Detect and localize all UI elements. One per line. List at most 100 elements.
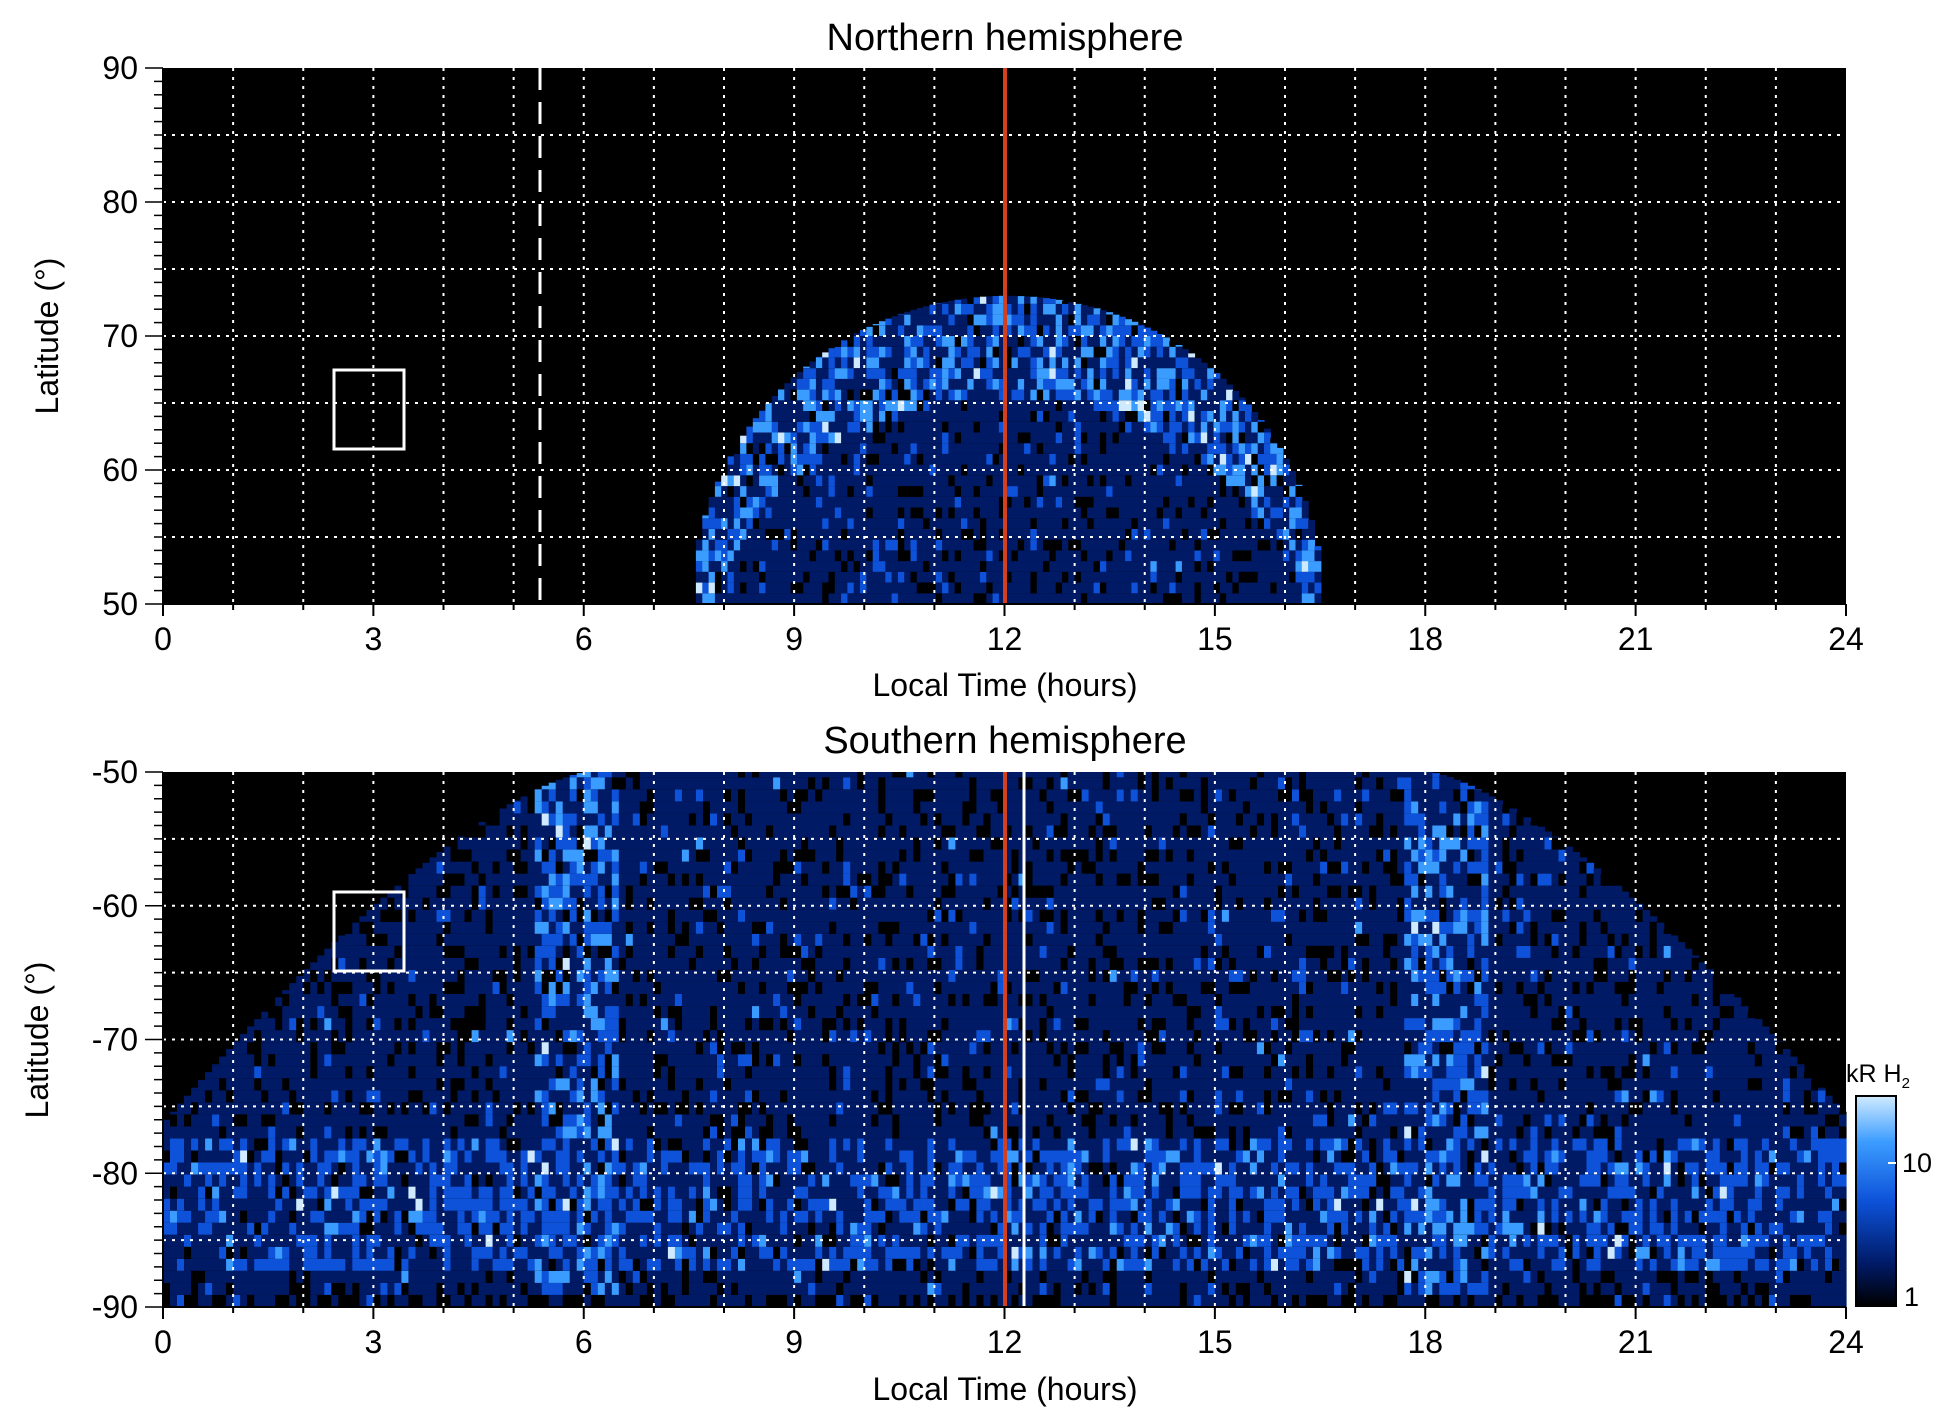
north-emission-cell xyxy=(822,507,830,519)
south-emission-cell xyxy=(317,1078,325,1091)
south-emission-cell xyxy=(331,1246,339,1259)
south-emission-cell xyxy=(429,945,438,958)
south-emission-cell xyxy=(324,1138,332,1151)
south-emission-cell xyxy=(576,921,585,934)
north-emission-cell xyxy=(904,336,912,347)
north-x-tick-label: 24 xyxy=(1828,621,1864,657)
north-emission-cell xyxy=(727,529,735,540)
south-emission-cell xyxy=(380,1270,388,1283)
south-emission-cell xyxy=(331,1006,339,1019)
north-emission-cell xyxy=(1043,336,1050,347)
south-emission-cell xyxy=(359,1078,367,1091)
south-emission-cell xyxy=(212,1150,220,1163)
south-emission-cell xyxy=(212,1090,220,1103)
south-emission-cell xyxy=(373,945,381,958)
south-emission-cell xyxy=(576,1066,585,1079)
south-emission-cell xyxy=(583,1090,592,1103)
south-emission-cell xyxy=(422,1150,431,1163)
south-emission-cell xyxy=(331,1066,339,1079)
south-emission-cell xyxy=(590,1198,599,1211)
south-emission-cell xyxy=(366,1078,374,1091)
north-emission-cell xyxy=(815,529,823,540)
north-emission-cell xyxy=(1238,593,1246,604)
north-emission-cell xyxy=(834,432,842,444)
south-emission-cell xyxy=(534,994,543,1006)
north-emission-cell xyxy=(885,346,893,358)
north-emission-cell xyxy=(1005,336,1013,347)
north-emission-cell xyxy=(1144,346,1151,358)
north-emission-cell xyxy=(1238,464,1246,476)
south-emission-cell xyxy=(520,813,529,826)
north-emission-cell xyxy=(923,486,931,497)
north-emission-cell xyxy=(1301,507,1309,519)
south-emission-cell xyxy=(289,1090,297,1103)
north-emission-cell xyxy=(885,389,893,401)
south-emission-cell xyxy=(667,1270,676,1283)
north-emission-cell xyxy=(879,475,886,487)
south-emission-cell xyxy=(366,957,374,970)
south-emission-cell xyxy=(282,1006,290,1019)
south-emission-cell xyxy=(597,1198,606,1211)
north-emission-cell xyxy=(1289,496,1297,508)
north-emission-cell xyxy=(828,411,836,422)
north-emission-cell xyxy=(1188,496,1196,508)
north-emission-cell xyxy=(1257,529,1265,540)
north-emission-cell xyxy=(1074,368,1082,379)
north-emission-cell xyxy=(822,518,830,529)
south-emission-cell xyxy=(457,849,466,862)
north-emission-cell xyxy=(1232,411,1240,422)
north-emission-cell xyxy=(992,368,1000,379)
south-emission-cell xyxy=(436,933,445,946)
south-emission-cell xyxy=(226,1162,234,1175)
south-emission-cell xyxy=(373,909,381,922)
south-emission-cell xyxy=(639,1174,648,1187)
south-emission-cell xyxy=(415,1282,424,1295)
north-emission-cell xyxy=(967,421,975,433)
north-emission-cell xyxy=(942,507,949,519)
north-emission-cell xyxy=(803,378,811,390)
north-emission-cell xyxy=(841,340,848,347)
south-emission-cell xyxy=(555,1258,564,1271)
north-emission-cell xyxy=(1118,593,1126,604)
south-emission-cell xyxy=(527,1066,536,1079)
north-emission-cell xyxy=(1112,453,1120,465)
south-emission-cell xyxy=(170,1222,178,1235)
north-emission-cell xyxy=(961,475,968,487)
south-emission-cell xyxy=(541,1222,550,1235)
south-emission-cell xyxy=(198,1114,206,1127)
north-emission-cell xyxy=(847,582,855,594)
north-emission-cell xyxy=(784,582,792,594)
south-emission-cell xyxy=(373,1054,381,1067)
north-emission-cell xyxy=(740,453,747,465)
north-emission-cell xyxy=(891,378,899,390)
north-emission-cell xyxy=(980,421,987,433)
south-emission-cell xyxy=(289,983,297,995)
north-emission-cell xyxy=(1131,561,1139,572)
south-emission-cell xyxy=(632,813,641,826)
south-emission-cell xyxy=(163,1295,171,1307)
north-emission-cell xyxy=(828,539,836,551)
south-emission-cell xyxy=(583,1270,592,1283)
north-emission-cell xyxy=(897,529,905,540)
north-emission-cell xyxy=(1106,368,1114,379)
north-emission-cell xyxy=(1270,518,1278,529)
south-emission-cell xyxy=(590,1030,599,1043)
north-emission-cell xyxy=(885,453,893,465)
south-emission-cell xyxy=(604,1282,613,1295)
north-emission-cell xyxy=(746,518,754,529)
south-emission-cell xyxy=(436,1006,445,1019)
south-emission-cell xyxy=(520,1042,529,1055)
north-emission-cell xyxy=(935,561,943,572)
north-emission-cell xyxy=(1169,507,1177,519)
south-emission-cell xyxy=(282,1270,290,1283)
north-emission-cell xyxy=(1169,486,1177,497)
south-emission-cell xyxy=(198,1258,206,1271)
north-emission-cell xyxy=(1213,421,1221,433)
south-emission-cell xyxy=(492,1222,501,1235)
south-emission-cell xyxy=(639,1162,648,1175)
north-emission-cell xyxy=(891,368,899,379)
north-emission-cell xyxy=(879,400,886,411)
north-emission-cell xyxy=(1043,475,1050,487)
north-emission-cell xyxy=(740,518,747,529)
south-emission-cell xyxy=(226,1138,234,1151)
